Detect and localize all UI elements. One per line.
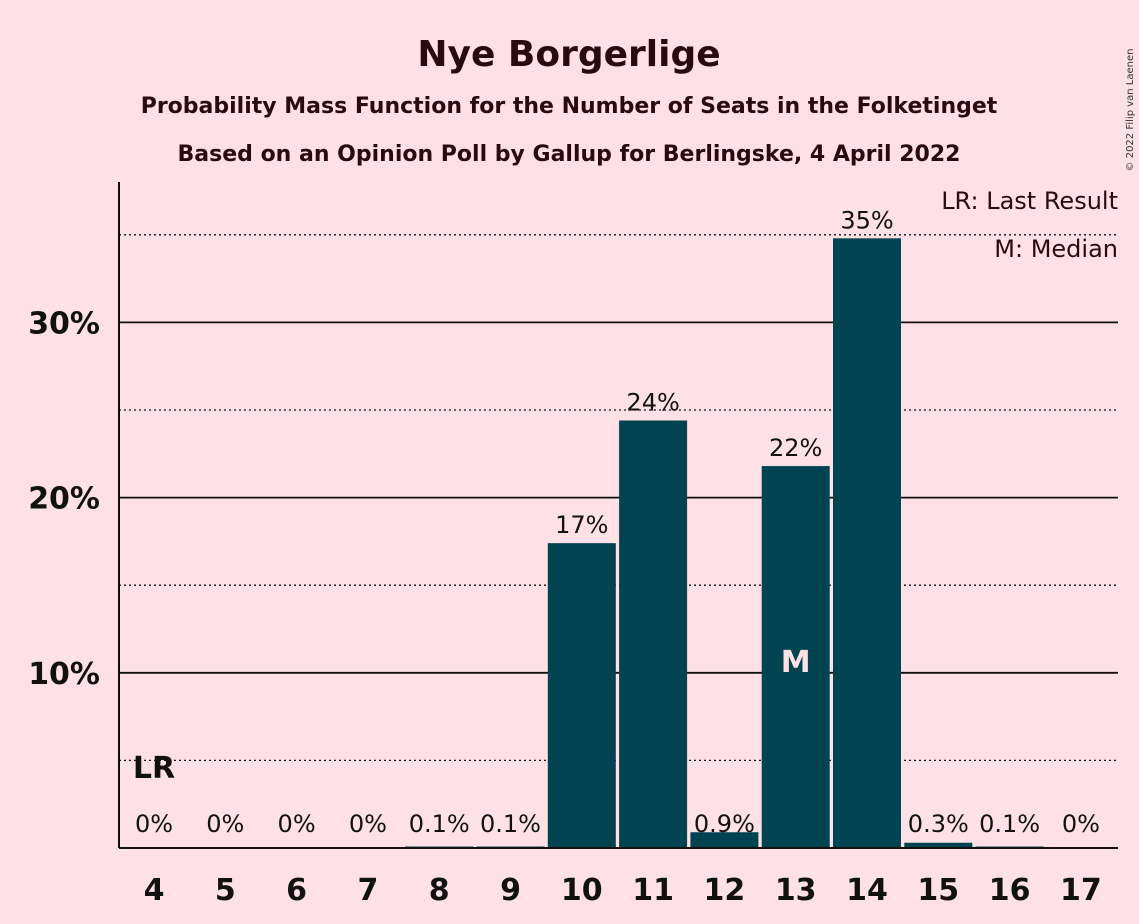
- bar-value-label: 0.1%: [480, 810, 541, 838]
- x-axis: 4 5 6 7 8 9 10 11 12 13 14 15 16 17: [144, 873, 1102, 908]
- bar-15: [904, 842, 973, 848]
- x-tick-label: 12: [704, 873, 746, 908]
- chart-source: Based on an Opinion Poll by Gallup for B…: [178, 142, 961, 167]
- x-tick-label: 15: [917, 873, 959, 908]
- x-tick-label: 11: [632, 873, 674, 908]
- chart-subtitle: Probability Mass Function for the Number…: [141, 94, 998, 119]
- bar-value-label: 0.1%: [979, 810, 1040, 838]
- bar-value-label: 0.9%: [694, 810, 755, 838]
- y-tick-label: 10%: [28, 657, 100, 692]
- bar-value-label: 0%: [278, 810, 316, 838]
- x-tick-label: 13: [775, 873, 817, 908]
- bar-value-label: 0%: [349, 810, 387, 838]
- bar-14: [833, 238, 901, 848]
- x-tick-label: 6: [286, 873, 307, 908]
- bar-labels: 0% LR 0% 0% 0% 0.1% 0.1% 17% 24% 0.9% 22% M 35% 0.3% 0…: [133, 206, 1100, 838]
- x-tick-label: 16: [989, 873, 1031, 908]
- y-tick-label: 20%: [28, 482, 100, 517]
- bar-value-label: 0%: [206, 810, 244, 838]
- x-tick-label: 9: [500, 873, 521, 908]
- y-axis: 10% 20% 30%: [28, 182, 1118, 849]
- x-tick-label: 14: [846, 873, 888, 908]
- gridlines: [119, 234, 1118, 762]
- bar-value-label: 0%: [135, 810, 173, 838]
- copyright-note: © 2022 Filip van Laenen: [1125, 49, 1136, 172]
- x-tick-label: 8: [429, 873, 450, 908]
- bar-11: [619, 420, 688, 848]
- bar-value-label: 0%: [1062, 810, 1100, 838]
- x-tick-label: 10: [561, 873, 603, 908]
- bar-13: [761, 466, 830, 848]
- bar-value-label: 24%: [626, 389, 679, 417]
- y-tick-label: 30%: [28, 306, 100, 341]
- last-result-marker: LR: [133, 751, 175, 786]
- bars: [405, 238, 1044, 848]
- median-marker: M: [781, 645, 811, 680]
- x-tick-label: 17: [1060, 873, 1102, 908]
- bar-value-label: 22%: [769, 434, 822, 462]
- legend-median: M: Median: [994, 235, 1118, 263]
- bar-12: [690, 832, 759, 848]
- bar-value-label: 0.1%: [409, 810, 470, 838]
- legend-last-result: LR: Last Result: [941, 187, 1118, 215]
- bar-value-label: 0.3%: [908, 810, 969, 838]
- chart-title: Nye Borgerlige: [417, 34, 720, 75]
- bar-10: [547, 543, 616, 848]
- bar-value-label: 17%: [555, 511, 608, 539]
- x-tick-label: 4: [144, 873, 165, 908]
- x-tick-label: 5: [215, 873, 236, 908]
- bar-value-label: 35%: [840, 206, 893, 234]
- x-tick-label: 7: [357, 873, 378, 908]
